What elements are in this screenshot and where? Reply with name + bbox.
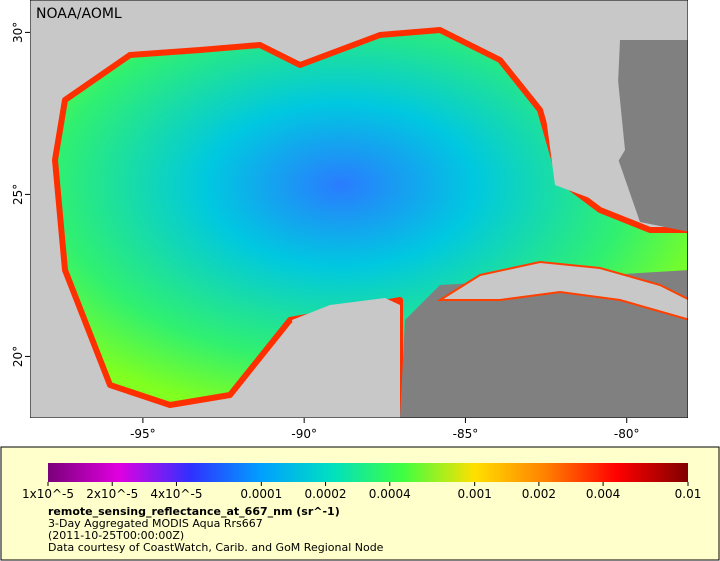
no-data-caribbean: [400, 270, 688, 418]
map: NOAA/AOML: [30, 0, 688, 418]
colorbar-tick-label: 0.002: [522, 487, 556, 501]
y-tick-label: 25°: [11, 184, 25, 205]
legend-time: (2011-10-25T00:00:00Z): [48, 529, 184, 542]
x-tick-label: -90°: [291, 427, 317, 441]
colorbar-tick-label: 1x10^-5: [22, 487, 74, 501]
colorbar-tick-label: 0.004: [586, 487, 620, 501]
colorbar-tick-label: 2x10^-5: [86, 487, 138, 501]
legend-credit: Data courtesy of CoastWatch, Carib. and …: [48, 541, 384, 554]
cuba: [436, 260, 688, 321]
x-tick-label: -95°: [130, 427, 156, 441]
colorbar-tick-label: 0.0002: [305, 487, 347, 501]
colorbar-tick-label: 0.0004: [369, 487, 411, 501]
x-tick-label: -80°: [614, 427, 640, 441]
y-tick-label: 30°: [11, 22, 25, 43]
yucatan: [292, 298, 400, 418]
colorbar-tick-label: 0.001: [457, 487, 491, 501]
colorbar-tick-label: 0.0001: [240, 487, 282, 501]
legend-variable: remote_sensing_reflectance_at_667_nm (sr…: [48, 505, 340, 518]
y-tick-label: 20°: [11, 346, 25, 367]
colorbar-tick-label: 0.01: [675, 487, 702, 501]
legend-dataset: 3-Day Aggregated MODIS Aqua Rrs667: [48, 517, 263, 530]
x-tick-label: -85°: [453, 427, 479, 441]
no-data-atlantic: [615, 40, 688, 232]
colorbar-tick-label: 4x10^-5: [150, 487, 202, 501]
colorbar: [48, 463, 688, 482]
florida: [440, 0, 625, 200]
map-label: NOAA/AOML: [36, 6, 122, 22]
